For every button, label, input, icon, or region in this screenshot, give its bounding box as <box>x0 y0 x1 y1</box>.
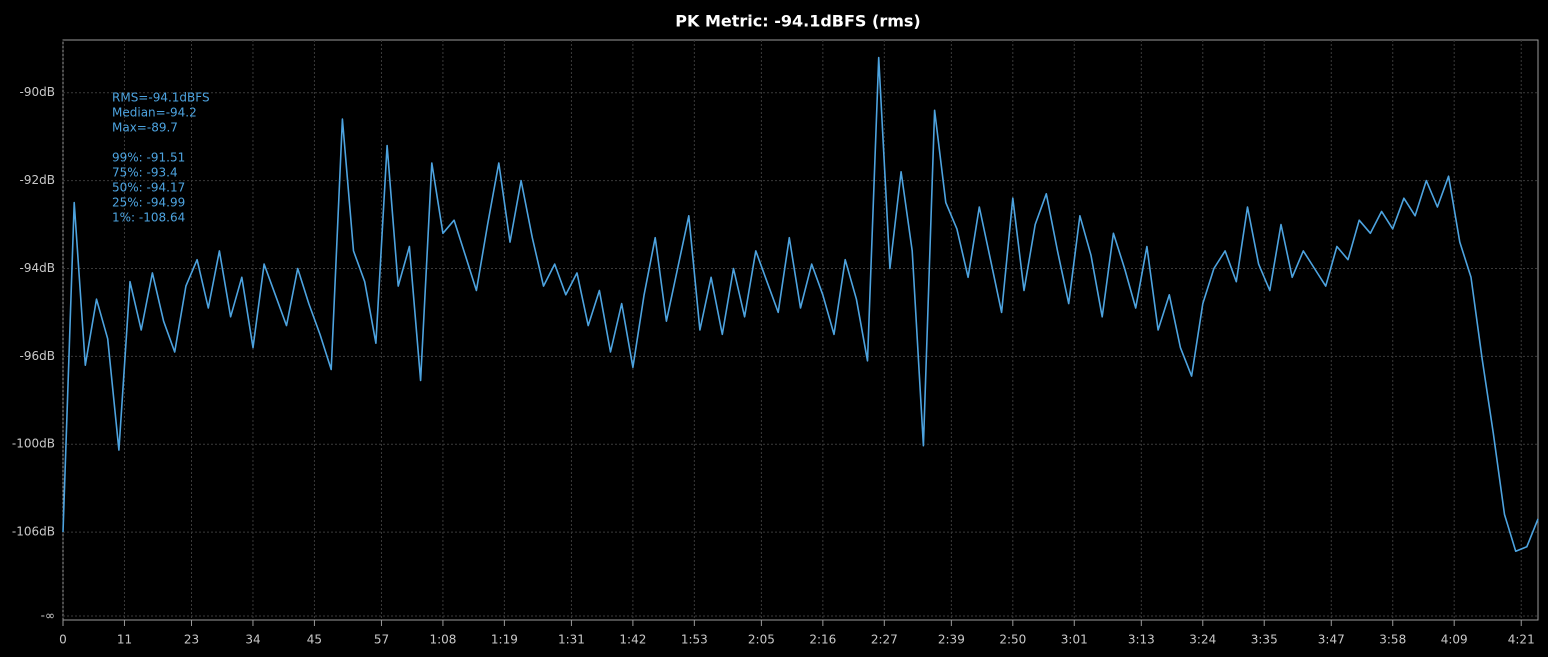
x-tick-label: 3:35 <box>1251 633 1278 647</box>
y-tick-label: -106dB <box>12 525 55 539</box>
stats-text: 25%: -94.99 <box>112 196 185 210</box>
stats-text: 1%: -108.64 <box>112 211 185 225</box>
y-tick-label: -∞ <box>41 609 55 623</box>
x-tick-label: 1:19 <box>491 633 518 647</box>
x-tick-label: 11 <box>117 633 132 647</box>
y-tick-label: -100dB <box>12 437 55 451</box>
y-tick-label: -90dB <box>20 85 55 99</box>
x-tick-label: 1:31 <box>558 633 585 647</box>
x-tick-label: 3:24 <box>1189 633 1216 647</box>
x-tick-label: 45 <box>307 633 322 647</box>
x-tick-label: 2:50 <box>999 633 1026 647</box>
x-tick-label: 4:09 <box>1441 633 1468 647</box>
x-tick-label: 2:27 <box>871 633 898 647</box>
y-tick-label: -92dB <box>20 173 55 187</box>
stats-text: Max=-89.7 <box>112 121 178 135</box>
chart-title: PK Metric: -94.1dBFS (rms) <box>675 12 920 31</box>
stats-text: RMS=-94.1dBFS <box>112 91 210 105</box>
x-tick-label: 0 <box>59 633 67 647</box>
data-line <box>62 56 1539 552</box>
x-tick-label: 2:39 <box>938 633 965 647</box>
x-tick-label: 3:47 <box>1318 633 1345 647</box>
x-tick-label: 57 <box>374 633 389 647</box>
x-tick-label: 1:53 <box>681 633 708 647</box>
x-tick-label: 3:01 <box>1061 633 1088 647</box>
y-tick-label: -94dB <box>20 261 55 275</box>
stats-text: 99%: -91.51 <box>112 151 185 165</box>
stats-text: 50%: -94.17 <box>112 181 185 195</box>
x-tick-label: 2:05 <box>748 633 775 647</box>
x-tick-label: 2:16 <box>809 633 836 647</box>
stats-text: 75%: -93.4 <box>112 166 178 180</box>
x-tick-label: 3:13 <box>1128 633 1155 647</box>
x-tick-label: 4:21 <box>1508 633 1535 647</box>
x-tick-label: 1:08 <box>429 633 456 647</box>
plot-area <box>62 39 1539 621</box>
x-tick-label: 23 <box>184 633 199 647</box>
x-tick-label: 3:58 <box>1379 633 1406 647</box>
x-tick-label: 34 <box>245 633 260 647</box>
stats-text: Median=-94.2 <box>112 106 197 120</box>
y-tick-label: -96dB <box>20 349 55 363</box>
x-tick-label: 1:42 <box>619 633 646 647</box>
